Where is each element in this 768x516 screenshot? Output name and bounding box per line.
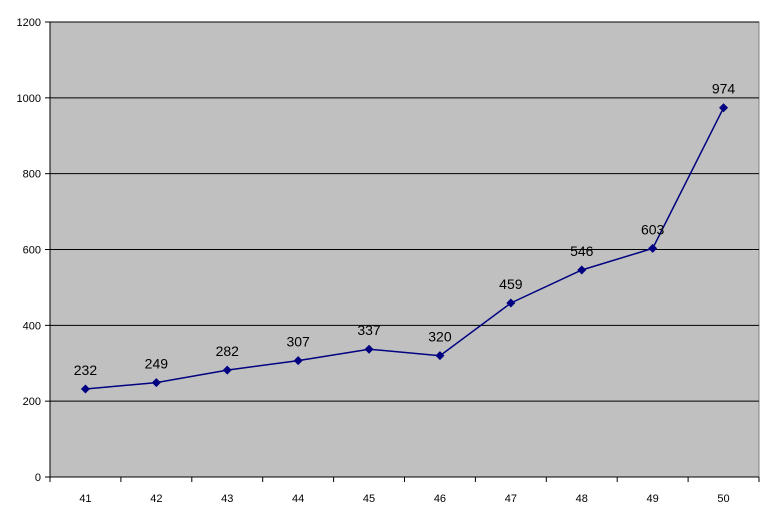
x-tick-label: 49: [647, 493, 659, 505]
x-tick-label: 47: [505, 493, 517, 505]
x-tick-label: 50: [717, 493, 729, 505]
data-label: 337: [357, 322, 381, 338]
x-tick-label: 42: [150, 493, 162, 505]
data-label: 249: [145, 356, 169, 372]
data-point-marker: [364, 344, 374, 354]
series-markers: [80, 103, 729, 394]
x-tick-label: 41: [79, 493, 91, 505]
y-tick-label: 1200: [17, 17, 41, 29]
x-tick-label: 43: [221, 493, 233, 505]
data-point-marker: [506, 298, 516, 308]
data-point-marker: [435, 351, 445, 361]
y-tick-label: 1000: [17, 93, 41, 105]
y-tick-label: 0: [35, 472, 41, 484]
data-label: 459: [499, 276, 523, 292]
x-tick-label: 48: [576, 493, 588, 505]
x-tick-label: 45: [363, 493, 375, 505]
data-point-marker: [719, 103, 729, 113]
y-tick-label: 600: [23, 245, 41, 257]
series-line: [85, 107, 725, 390]
data-labels: 232 249 282 307 337 320 459 546 603 974: [74, 81, 736, 378]
data-point-marker: [648, 243, 658, 253]
x-tick-labels: 41 42 43 44 45 46 47 48 49 50: [79, 493, 729, 505]
data-label: 320: [428, 329, 452, 345]
gridlines: [50, 21, 759, 402]
data-label: 307: [286, 334, 310, 350]
x-tick-label: 44: [292, 493, 304, 505]
data-label: 603: [641, 221, 665, 237]
data-point-marker: [577, 265, 587, 275]
data-point-marker: [293, 356, 303, 366]
data-label: 232: [74, 362, 98, 378]
y-tick-labels: 0 200 400 600 800 1000 1200: [17, 17, 41, 484]
data-point-marker: [80, 384, 90, 394]
data-point-marker: [151, 378, 161, 388]
y-tick-label: 400: [23, 320, 41, 332]
data-label: 974: [712, 81, 736, 97]
data-label: 546: [570, 243, 594, 259]
y-tick-label: 800: [23, 169, 41, 181]
x-tick-label: 46: [434, 493, 446, 505]
y-tick-label: 200: [23, 396, 41, 408]
data-point-marker: [222, 365, 232, 375]
data-label: 282: [216, 343, 240, 359]
axes: [45, 21, 760, 482]
